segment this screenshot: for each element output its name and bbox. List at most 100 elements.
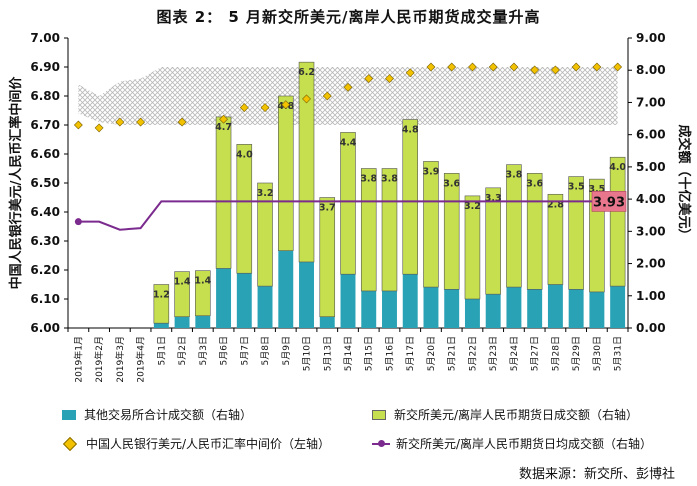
- bar-sgx-daily: [381, 168, 398, 292]
- fixing-diamond: [509, 62, 519, 72]
- bar-sgx-daily: [360, 168, 377, 292]
- bar-other-exchanges: [278, 250, 294, 328]
- bar-data-label: 4.0: [609, 162, 626, 173]
- bar-other-exchanges: [174, 316, 190, 328]
- bar-other-exchanges: [257, 286, 273, 328]
- bar-sgx-daily: [319, 197, 336, 318]
- bar-other-exchanges: [195, 315, 211, 328]
- legend-item-pboc-fixing: 中国人民银行美元/人民币汇率中间价（左轴）: [62, 435, 330, 452]
- x-tick-label: 5月13日: [322, 336, 333, 371]
- avg-callout-box: [591, 191, 627, 212]
- bar-data-label: 3.8: [360, 174, 377, 185]
- bar-other-exchanges: [485, 294, 501, 328]
- bar-other-exchanges: [610, 286, 626, 328]
- left-tick-label: 6.40: [30, 205, 60, 219]
- right-tick-label: 0.00: [636, 321, 666, 335]
- fixing-diamond: [447, 62, 457, 72]
- right-tick-label: 6.00: [636, 128, 666, 142]
- x-tick-label: 2019年2月: [93, 336, 105, 383]
- bar-sgx-daily: [278, 95, 294, 251]
- left-axis-title: 中国人民银行美元/人民币汇率中间价: [8, 76, 24, 290]
- bar-data-label: 6.2: [298, 67, 315, 78]
- x-tick-label: 5月14日: [343, 336, 354, 371]
- x-tick-label: 5月6日: [219, 336, 230, 365]
- x-tick-label: 5月20日: [426, 336, 437, 371]
- bar-data-label: 3.6: [526, 178, 543, 189]
- x-tick-label: 5月9日: [281, 336, 292, 365]
- bar-data-label: 1.4: [194, 276, 211, 287]
- left-tick-label: 6.50: [30, 176, 60, 190]
- fixing-diamond: [322, 91, 332, 101]
- bar-other-exchanges: [568, 289, 584, 328]
- bar-other-exchanges: [216, 268, 232, 328]
- bar-sgx-daily: [464, 195, 481, 300]
- legend-swatch-teal: [62, 409, 76, 420]
- legend-item-sgx-average: 新交所美元/离岸人民币期货日均成交额（右轴）: [372, 435, 652, 452]
- bar-other-exchanges: [299, 261, 314, 328]
- plot-area: 6.00 6.10 6.20 6.30 6.40 6.50 6.60 6.70 6.80 6.90…: [8, 31, 692, 383]
- fixing-diamond: [468, 62, 477, 72]
- fixing-diamond: [488, 62, 498, 72]
- x-tick-label: 5月31日: [613, 336, 624, 371]
- bar-data-label: 3.5: [588, 184, 605, 195]
- bar-data-label: 4.4: [340, 137, 357, 148]
- bar-data-label: 3.9: [423, 166, 440, 177]
- bar-sgx-daily: [423, 161, 439, 288]
- fixing-diamond: [219, 114, 228, 124]
- right-axis-title: 成交额（十亿美元）: [676, 124, 692, 241]
- avg-callout-label: 3.93: [593, 195, 625, 210]
- bar-sgx-daily: [526, 173, 543, 290]
- right-tick-label: 8.00: [636, 63, 666, 77]
- left-tick-label: 6.80: [30, 89, 60, 103]
- bar-sgx-daily: [153, 284, 170, 324]
- right-tick-label: 1.00: [636, 289, 666, 303]
- bar-sgx-daily: [443, 173, 460, 290]
- legend-label: 新交所美元/离岸人民币期货日均成交额（右轴）: [396, 437, 653, 451]
- bar-sgx-daily: [174, 271, 190, 318]
- legend-label: 其他交易所合计成交额（右轴）: [84, 408, 253, 422]
- bar-other-exchanges: [236, 273, 252, 328]
- x-tick-label: 5月21日: [447, 336, 458, 371]
- bar-data-label: 4.8: [402, 125, 419, 136]
- left-tick-label: 6.10: [30, 292, 60, 306]
- bar-data-label: 4.7: [215, 122, 232, 133]
- bar-other-exchanges: [153, 323, 169, 328]
- bar-data-label: 3.3: [485, 193, 502, 204]
- fixing-diamond: [613, 62, 623, 72]
- bar-sgx-daily: [402, 119, 418, 275]
- bar-data-label: 1.2: [153, 290, 170, 301]
- bar-other-exchanges: [589, 291, 605, 328]
- left-tick-label: 6.30: [30, 234, 60, 248]
- avg-line-marker: [74, 218, 82, 226]
- left-tick-label: 6.70: [30, 118, 60, 132]
- fixing-diamond: [239, 103, 249, 113]
- chart-title: 图表 2： 5 月新交所美元/离岸人民币期货成交量升高: [156, 8, 541, 26]
- bar-other-exchanges: [361, 290, 377, 328]
- bar-other-exchanges: [382, 290, 397, 328]
- fixing-diamond: [94, 123, 104, 133]
- fixing-diamond: [260, 103, 270, 113]
- x-tick-label: 5月1日: [156, 336, 167, 365]
- x-tick-label: 5月23日: [488, 336, 499, 371]
- left-tick-label: 6.20: [30, 263, 60, 277]
- source-note: 数据来源：新交所、彭博社: [518, 467, 675, 482]
- x-tick-label: 5月29日: [571, 336, 582, 371]
- bar-other-exchanges: [444, 289, 460, 328]
- bar-data-label: 3.8: [381, 174, 398, 185]
- left-tick-label: 6.00: [30, 321, 60, 335]
- x-tick-label: 5月28日: [550, 336, 561, 371]
- x-tick-label: 5月16日: [384, 336, 395, 371]
- legend-item-other-exchanges: 其他交易所合计成交额（右轴）: [62, 406, 252, 423]
- bar-data-label: 2.8: [547, 199, 564, 210]
- bar-sgx-daily: [195, 270, 211, 317]
- fixing-diamond: [530, 65, 540, 75]
- right-tick-label: 2.00: [636, 257, 666, 271]
- x-tick-label: 5月30日: [592, 336, 603, 371]
- fixing-diamond: [136, 117, 146, 127]
- fixing-diamond: [177, 117, 187, 127]
- fixing-diamond: [302, 94, 311, 104]
- bar-sgx-daily: [257, 182, 273, 287]
- left-tick-label: 6.60: [30, 147, 60, 161]
- right-tick-label: 7.00: [636, 95, 666, 109]
- bar-other-exchanges: [402, 274, 418, 328]
